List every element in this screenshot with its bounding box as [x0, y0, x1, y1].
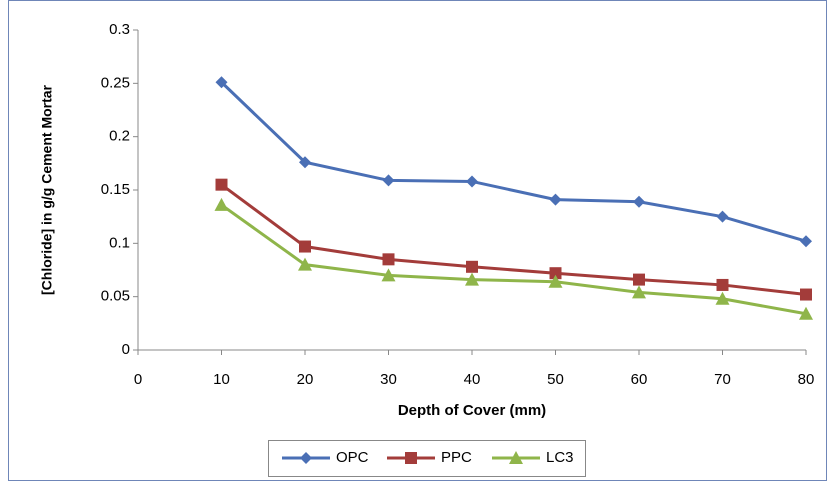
marker — [465, 272, 479, 286]
marker — [799, 306, 813, 320]
marker — [800, 235, 812, 248]
y-tick-label: 0.15 — [101, 181, 130, 198]
marker — [633, 195, 645, 208]
marker — [632, 285, 646, 299]
y-tick-label: 0 — [122, 341, 130, 358]
marker — [548, 274, 563, 288]
y-tick-label: 0.1 — [109, 234, 130, 251]
marker — [300, 452, 312, 464]
x-tick-label: 80 — [798, 371, 815, 388]
marker — [715, 291, 730, 305]
marker — [716, 278, 729, 291]
marker — [466, 175, 478, 188]
marker — [382, 253, 395, 266]
marker — [716, 210, 729, 223]
series-line — [220, 81, 807, 243]
marker — [800, 288, 812, 301]
marker — [633, 273, 645, 286]
marker — [509, 451, 523, 464]
series-line — [220, 203, 807, 316]
y-tick-label: 0.05 — [101, 288, 130, 305]
marker — [466, 260, 478, 273]
y-tick-label: 0.25 — [101, 74, 130, 91]
x-axis-title: Depth of Cover (mm) — [398, 402, 546, 419]
marker — [405, 452, 417, 464]
y-tick-label: 0.3 — [109, 21, 130, 38]
x-tick-label: 40 — [464, 371, 481, 388]
legend-label: PPC — [441, 449, 472, 466]
x-tick-label: 20 — [297, 371, 314, 388]
legend-label: LC3 — [546, 449, 574, 466]
marker — [215, 178, 228, 191]
marker — [215, 76, 228, 89]
marker — [549, 267, 562, 280]
marker — [381, 268, 396, 282]
chart-frame — [8, 0, 827, 481]
series-line — [220, 183, 807, 297]
marker — [299, 240, 311, 253]
y-tick-label: 0.2 — [109, 128, 130, 145]
x-tick-label: 50 — [547, 371, 564, 388]
marker — [382, 174, 395, 187]
y-axis-title: [Chloride] in g/g Cement Mortar — [39, 84, 55, 295]
x-tick-label: 60 — [631, 371, 648, 388]
marker — [549, 193, 562, 206]
marker — [299, 156, 311, 169]
x-tick-label: 70 — [714, 371, 731, 388]
marker — [298, 257, 312, 271]
x-tick-label: 10 — [213, 371, 230, 388]
x-tick-label: 30 — [380, 371, 397, 388]
marker — [214, 197, 229, 211]
legend-label: OPC — [336, 449, 369, 466]
x-tick-label: 0 — [134, 371, 142, 388]
